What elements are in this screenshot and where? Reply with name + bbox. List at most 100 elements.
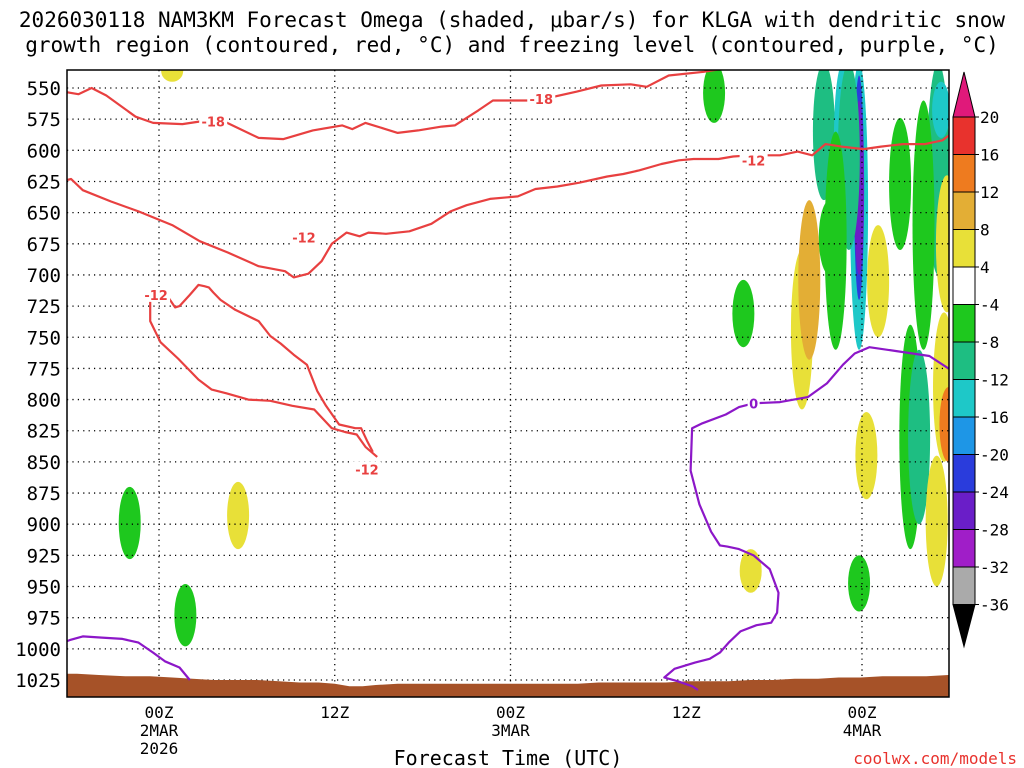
pressure-tick-1025: 1025 bbox=[15, 670, 61, 692]
pressure-axis: 550 575 600 625 650 675 700 725 750 775 800 825 850 8… bbox=[15, 78, 61, 692]
colorbar-band-7 bbox=[952, 379, 976, 418]
chart-title-line-2: growth region (contoured, red, °C) and f… bbox=[25, 33, 999, 57]
colorbar-label-12: -32 bbox=[980, 558, 1009, 577]
colorbar-band-9 bbox=[952, 454, 976, 493]
credit-text[interactable]: coolwx.com/models bbox=[853, 749, 1017, 768]
contour-label-bg-1 bbox=[527, 91, 556, 107]
time-tick-label-36: 12Z bbox=[672, 703, 701, 722]
contour-label-4: -12 bbox=[144, 289, 168, 304]
colorbar-label-7: -12 bbox=[980, 371, 1009, 390]
dgz-contour-3 bbox=[163, 283, 374, 453]
time-tick-date-0: 2MAR bbox=[140, 721, 179, 740]
pressure-tick-775: 775 bbox=[27, 358, 61, 380]
time-tick-label-48: 00Z bbox=[848, 703, 877, 722]
omega-feature-3 bbox=[161, 70, 184, 82]
pressure-tick-925: 925 bbox=[27, 545, 61, 567]
terrain-surface bbox=[67, 673, 949, 697]
contour-label-bg-3 bbox=[739, 152, 768, 168]
omega-shading bbox=[118, 70, 949, 647]
colorbar-label-10: -24 bbox=[980, 483, 1009, 502]
colorbar-bottom-arrow bbox=[952, 604, 976, 649]
time-tick-date-24: 3MAR bbox=[491, 721, 530, 740]
dgz-contour-2 bbox=[149, 289, 378, 458]
time-tick-label-24: 00Z bbox=[496, 703, 525, 722]
time-tick-label-0: 00Z bbox=[145, 703, 174, 722]
colorbar-label-6: -8 bbox=[980, 333, 999, 352]
colorbar-top-arrow bbox=[952, 71, 976, 118]
omega-feature-18 bbox=[855, 412, 878, 500]
omega-feature-25 bbox=[912, 100, 935, 350]
omega-feature-19 bbox=[848, 555, 871, 612]
omega-feature-5 bbox=[732, 279, 755, 348]
contour-labels: -18 -18 -12 -12 -12 -12 0 bbox=[142, 91, 768, 478]
time-tick-label-12: 12Z bbox=[320, 703, 349, 722]
omega-feature-1 bbox=[174, 584, 197, 647]
dgz-contour-0 bbox=[67, 70, 722, 141]
contour-label-bg-6 bbox=[747, 395, 760, 411]
contour-label-bg-0 bbox=[199, 113, 228, 129]
colorbar-label-5: -4 bbox=[980, 296, 999, 315]
contour-label-2: -12 bbox=[292, 232, 316, 247]
omega-feature-28 bbox=[939, 387, 949, 462]
pressure-tick-800: 800 bbox=[27, 390, 61, 412]
omega-feature-16 bbox=[824, 131, 847, 350]
pressure-tick-625: 625 bbox=[27, 171, 61, 193]
terrain-fill bbox=[67, 673, 949, 697]
colorbar-label-2: 12 bbox=[980, 183, 999, 202]
pressure-tick-650: 650 bbox=[27, 203, 61, 225]
colorbar-label-13: -36 bbox=[980, 596, 1009, 615]
omega-feature-4 bbox=[703, 70, 726, 123]
colorbar-band-5 bbox=[952, 304, 976, 343]
pressure-tick-675: 675 bbox=[27, 234, 61, 256]
pressure-tick-1000: 1000 bbox=[15, 639, 61, 661]
colorbar-label-1: 16 bbox=[980, 146, 999, 165]
colorbar-label-0: 20 bbox=[980, 108, 999, 127]
contour-label-6: 0 bbox=[749, 397, 758, 412]
time-tick-date-48: 4MAR bbox=[843, 721, 882, 740]
pressure-tick-825: 825 bbox=[27, 421, 61, 443]
colorbar-label-8: -16 bbox=[980, 408, 1009, 427]
colorbar-label-3: 8 bbox=[980, 221, 990, 240]
omega-feature-29 bbox=[925, 455, 948, 587]
contour-label-bg-2 bbox=[289, 229, 318, 245]
colorbar-label-11: -28 bbox=[980, 521, 1009, 540]
omega-feature-17 bbox=[867, 225, 890, 338]
freezing-level-contour-1 bbox=[663, 346, 949, 691]
pressure-tick-725: 725 bbox=[27, 296, 61, 318]
pressure-tick-875: 875 bbox=[27, 483, 61, 505]
colorbar-band-12 bbox=[952, 566, 976, 605]
colorbar-band-2 bbox=[952, 191, 976, 230]
contour-label-3: -12 bbox=[742, 154, 766, 169]
colorbar-band-10 bbox=[952, 491, 976, 530]
pressure-tick-600: 600 bbox=[27, 140, 61, 162]
contour-label-0: -18 bbox=[201, 116, 225, 131]
omega-feature-0 bbox=[118, 486, 141, 560]
contour-lines bbox=[67, 70, 949, 691]
omega-feature-22 bbox=[908, 349, 931, 525]
colorbar-band-8 bbox=[952, 416, 976, 455]
grid-lines bbox=[67, 70, 949, 697]
colorbar-band-11 bbox=[952, 529, 976, 568]
omega-colorbar: 20 16 12 8 4 -4 -8 -12 -16 -20 -24 -28 -32 -36 bbox=[952, 71, 1009, 649]
plot-frame bbox=[66, 69, 950, 698]
time-tick-year-0: 2026 bbox=[140, 739, 179, 758]
pressure-tick-700: 700 bbox=[27, 265, 61, 287]
contour-label-5: -12 bbox=[355, 463, 379, 478]
dgz-contour-1 bbox=[67, 134, 949, 279]
freezing-level-contour-0 bbox=[67, 635, 191, 681]
pressure-tick-575: 575 bbox=[27, 109, 61, 131]
pressure-tick-850: 850 bbox=[27, 452, 61, 474]
colorbar-band-3 bbox=[952, 229, 976, 268]
colorbar-label-4: 4 bbox=[980, 258, 990, 277]
pressure-tick-550: 550 bbox=[27, 78, 61, 100]
pressure-tick-750: 750 bbox=[27, 327, 61, 349]
omega-feature-2 bbox=[227, 481, 250, 550]
omega-feature-8 bbox=[798, 200, 821, 360]
pressure-tick-900: 900 bbox=[27, 514, 61, 536]
colorbar-band-6 bbox=[952, 341, 976, 380]
x-axis-title: Forecast Time (UTC) bbox=[394, 746, 623, 768]
omega-feature-20 bbox=[889, 117, 912, 251]
colorbar-band-4 bbox=[952, 266, 976, 305]
chart-title-line-1: 2026030118 NAM3KM Forecast Omega (shaded… bbox=[18, 8, 1006, 32]
